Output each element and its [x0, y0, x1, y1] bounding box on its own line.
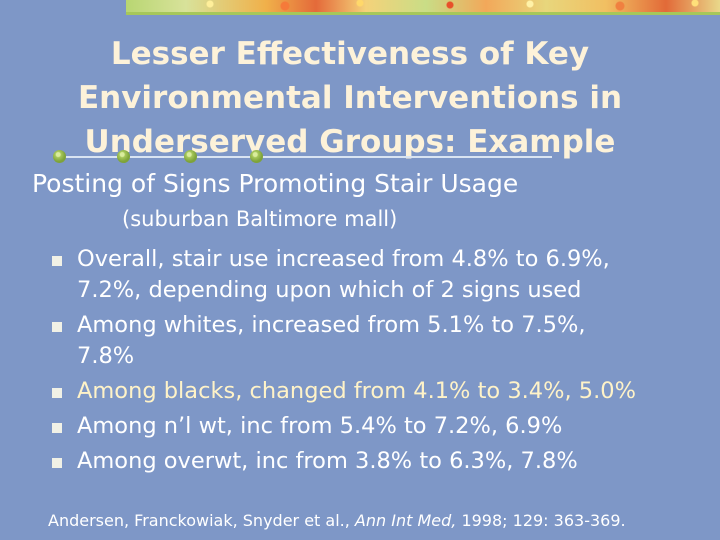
divider-dot-icon	[184, 150, 197, 163]
square-bullet-icon	[52, 256, 62, 266]
citation-journal: Ann Int Med,	[354, 511, 457, 530]
bullet-text-line: Among n’l wt, inc from 5.4% to 7.2%, 6.9…	[77, 413, 563, 439]
study-location: (suburban Baltimore mall)	[122, 207, 398, 231]
bullet-text-line: Overall, stair use increased from 4.8% t…	[77, 246, 610, 272]
title-line-2: Environmental Interventions in	[77, 80, 623, 116]
title-line-3: Underserved Groups: Example	[84, 124, 616, 160]
slide-title: Lesser Effectiveness of Key Environmenta…	[0, 32, 700, 164]
divider-dot-icon	[250, 150, 263, 163]
list-item: Among n’l wt, inc from 5.4% to 7.2%, 6.9…	[50, 411, 710, 442]
square-bullet-icon	[52, 388, 62, 398]
bullet-text-line: Among whites, increased from 5.1% to 7.5…	[77, 312, 586, 338]
bullet-text-line: 7.2%, depending upon which of 2 signs us…	[77, 277, 582, 303]
citation-authors: Andersen, Franckowiak, Snyder et al.,	[48, 511, 350, 530]
citation-details: 1998; 129: 363-369.	[461, 511, 626, 530]
list-item: Among whites, increased from 5.1% to 7.5…	[50, 310, 710, 372]
square-bullet-icon	[52, 458, 62, 468]
decorative-flower-pattern	[190, 0, 720, 12]
bullet-text-line: Among overwt, inc from 3.8% to 6.3%, 7.8…	[77, 448, 578, 474]
title-divider	[58, 156, 552, 158]
slide-subtitle: Posting of Signs Promoting Stair Usage	[32, 169, 519, 198]
citation: Andersen, Franckowiak, Snyder et al., An…	[48, 510, 626, 532]
bullet-text-line: 7.8%	[77, 343, 135, 369]
square-bullet-icon	[52, 322, 62, 332]
square-bullet-icon	[52, 423, 62, 433]
title-line-1: Lesser Effectiveness of Key	[110, 36, 590, 72]
bullet-text-line: Among blacks, changed from 4.1% to 3.4%,…	[77, 378, 636, 404]
list-item: Overall, stair use increased from 4.8% t…	[50, 244, 710, 306]
findings-list: Overall, stair use increased from 4.8% t…	[50, 244, 710, 481]
list-item: Among overwt, inc from 3.8% to 6.3%, 7.8…	[50, 446, 710, 477]
list-item-highlighted: Among blacks, changed from 4.1% to 3.4%,…	[50, 376, 710, 407]
divider-dot-icon	[117, 150, 130, 163]
divider-dot-icon	[53, 150, 66, 163]
